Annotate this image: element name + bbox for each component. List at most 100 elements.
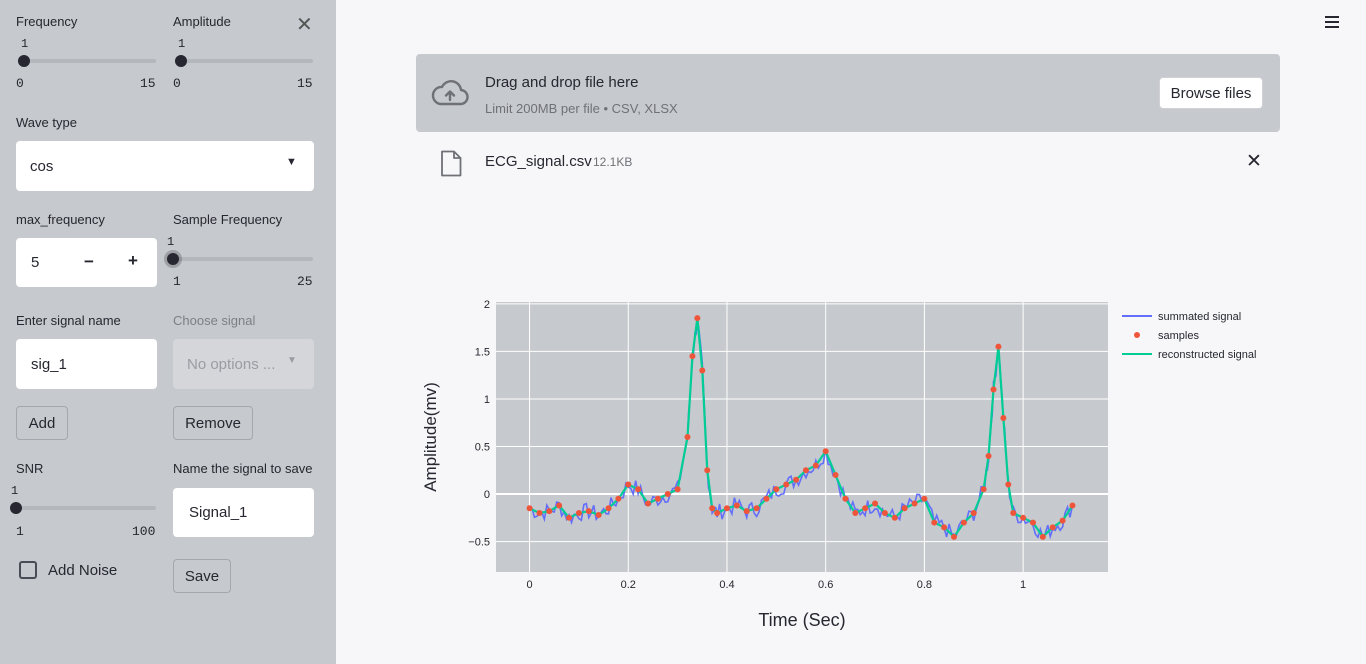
plot-area: [496, 302, 1108, 572]
add-noise-checkbox[interactable]: [19, 561, 37, 579]
sample-frequency-min: 1: [173, 274, 181, 289]
sample-point: [995, 343, 1002, 350]
chart-legend[interactable]: summated signal samples reconstructed sign…: [1122, 311, 1256, 361]
snr-slider-track[interactable]: [16, 506, 156, 510]
amplitude-slider-track[interactable]: [175, 59, 313, 63]
sample-point: [812, 462, 819, 469]
file-icon: [441, 150, 462, 177]
browse-files-button[interactable]: Browse files: [1159, 77, 1263, 109]
save-name-input[interactable]: Signal_1: [173, 488, 314, 537]
sample-frequency-max: 25: [297, 274, 313, 289]
sample-point: [802, 467, 809, 474]
sample-point: [872, 500, 879, 507]
sample-point: [585, 508, 592, 515]
x-tick-label: 0.4: [719, 579, 734, 591]
wave-type-select[interactable]: cos ▼: [16, 141, 314, 191]
uploader-subtitle: Limit 200MB per file • CSV, XLSX: [485, 101, 678, 116]
sample-point: [709, 505, 716, 512]
sidebar-close-icon[interactable]: ✕: [296, 14, 313, 36]
snr-label: SNR: [16, 461, 44, 476]
signal-name-label: Enter signal name: [16, 313, 121, 328]
x-tick-label: 0: [526, 579, 532, 591]
sample-point: [654, 495, 661, 502]
frequency-min: 0: [16, 76, 24, 91]
legend-label: summated signal: [1158, 311, 1241, 323]
x-tick-label: 1: [1020, 579, 1026, 591]
amplitude-value: 1: [178, 37, 186, 51]
sample-point: [763, 495, 770, 502]
choose-signal-label: Choose signal: [173, 313, 256, 328]
sample-point: [1039, 533, 1046, 540]
remove-file-icon[interactable]: ✕: [1246, 151, 1262, 172]
sample-point: [842, 495, 849, 502]
snr-slider-handle[interactable]: [10, 502, 22, 514]
sample-frequency-value: 1: [167, 235, 175, 249]
sample-point: [566, 514, 573, 521]
y-tick-label: −0.5: [468, 537, 490, 549]
sample-point: [635, 486, 642, 493]
snr-max: 100: [132, 524, 156, 539]
sample-frequency-slider-handle[interactable]: [167, 253, 179, 265]
file-uploader-dropzone[interactable]: Drag and drop file here Limit 200MB per …: [416, 54, 1280, 132]
chart-grid: [496, 302, 1108, 572]
sample-point: [714, 510, 721, 517]
sample-point: [684, 434, 691, 440]
max-frequency-input[interactable]: 5: [31, 254, 40, 271]
increment-button[interactable]: +: [128, 251, 138, 270]
wave-type-label: Wave type: [16, 115, 77, 130]
frequency-value: 1: [21, 37, 29, 51]
remove-button[interactable]: Remove: [173, 406, 253, 440]
y-tick-label: 1: [484, 394, 490, 406]
amplitude-max: 15: [297, 76, 313, 91]
max-frequency-stepper: 5 − +: [16, 238, 157, 287]
sample-point: [733, 502, 740, 509]
sample-point: [1059, 517, 1066, 524]
x-axis-title: Time (Sec): [758, 610, 845, 630]
amplitude-slider-handle[interactable]: [175, 55, 187, 67]
decrement-button[interactable]: −: [84, 252, 94, 271]
snr-min: 1: [16, 524, 24, 539]
signal-chart[interactable]: 0 0.2 0.4 0.6 0.8 1 −0.500.511.52 Time (Sec) …: [406, 290, 1286, 640]
sample-point: [664, 491, 671, 498]
sidebar: ✕ Frequency 1 0 15 Amplitude 1 0 15 Wave…: [0, 0, 336, 664]
sample-point: [881, 510, 888, 517]
frequency-slider-handle[interactable]: [18, 55, 30, 67]
x-tick-label: 0.2: [621, 579, 636, 591]
sample-point: [793, 476, 800, 483]
legend-marker: [1134, 332, 1140, 338]
sample-point: [625, 481, 632, 488]
add-button[interactable]: Add: [16, 406, 68, 440]
sample-point: [985, 453, 992, 460]
sample-point: [1005, 481, 1012, 488]
snr-value: 1: [11, 484, 19, 498]
sample-point: [951, 533, 958, 540]
sample-point: [921, 495, 928, 502]
chevron-down-icon: ▼: [286, 156, 297, 168]
y-tick-label: 0: [484, 489, 490, 501]
sample-point: [931, 519, 938, 526]
add-noise-label: Add Noise: [48, 562, 118, 579]
choose-signal-select[interactable]: No options ... ▼: [173, 339, 314, 389]
sample-point: [674, 486, 681, 493]
sample-point: [852, 510, 859, 517]
uploader-title: Drag and drop file here: [485, 74, 639, 91]
amplitude-min: 0: [173, 76, 181, 91]
max-frequency-label: max_frequency: [16, 212, 105, 227]
signal-name-input[interactable]: sig_1: [16, 339, 157, 389]
x-tick-label: 0.8: [917, 579, 932, 591]
sample-frequency-slider-track[interactable]: [173, 257, 313, 261]
save-button[interactable]: Save: [173, 559, 231, 593]
sample-point: [575, 510, 582, 517]
frequency-slider-track[interactable]: [18, 59, 156, 63]
sample-point: [832, 472, 839, 479]
sample-point: [1000, 414, 1007, 421]
chart-series: [526, 315, 1076, 540]
sample-point: [990, 386, 997, 393]
sample-point: [536, 510, 543, 517]
sample-frequency-label: Sample Frequency: [173, 212, 283, 227]
sample-point: [822, 448, 829, 455]
sample-point: [1010, 510, 1017, 517]
y-axis-ticks: −0.5 0 0.5 1 1.5 2: [468, 299, 490, 549]
hamburger-menu-icon[interactable]: [1325, 16, 1339, 28]
frequency-max: 15: [140, 76, 156, 91]
